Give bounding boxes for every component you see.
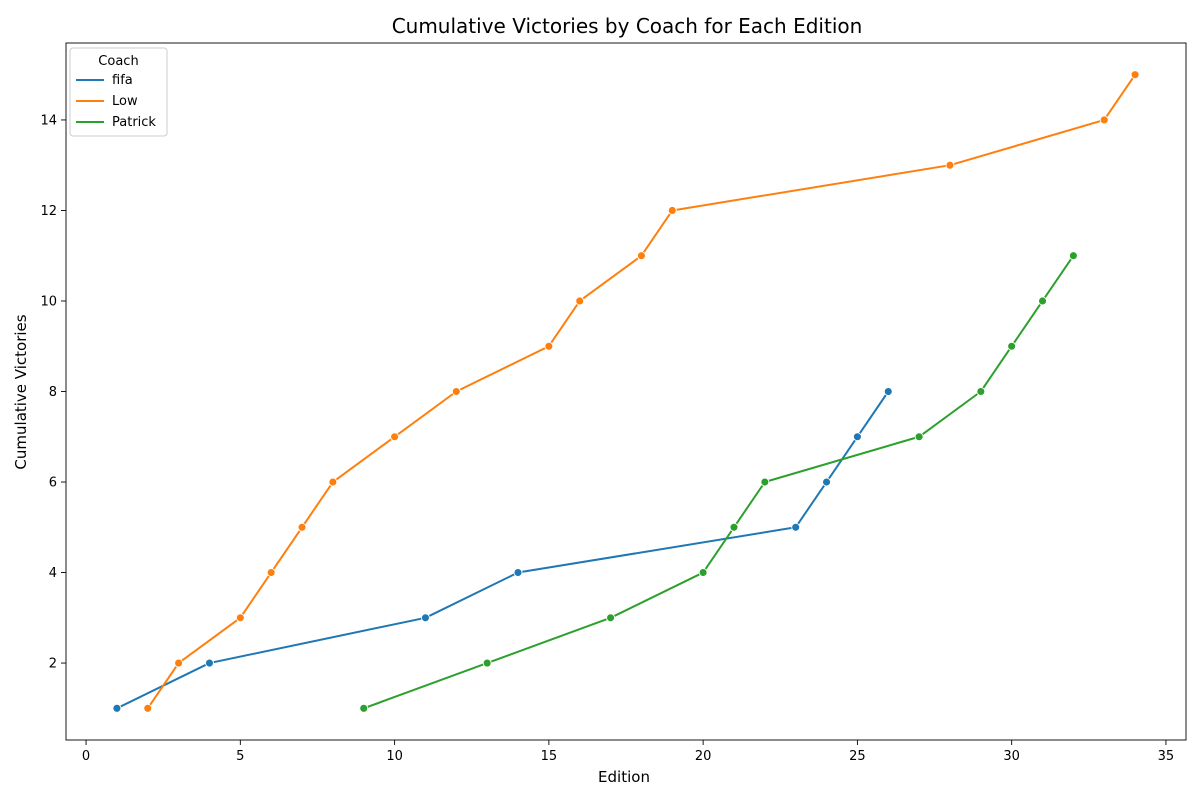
x-tick-label: 0 (82, 749, 90, 764)
data-point-Patrick (914, 432, 924, 442)
y-tick-label: 2 (49, 657, 57, 672)
legend-label-Patrick: Patrick (112, 115, 156, 130)
data-point-fifa (112, 703, 122, 713)
y-tick-label: 6 (49, 476, 57, 491)
data-point-Low (235, 613, 245, 623)
legend: Coach fifa Low Patrick (69, 47, 168, 137)
series-line-Low (146, 73, 1137, 710)
data-point-Low (945, 160, 955, 170)
data-point-Low (667, 206, 677, 215)
data-point-Low (297, 522, 307, 532)
data-point-Patrick (482, 658, 492, 668)
data-point-Patrick (698, 568, 708, 577)
series-fifa (112, 387, 893, 713)
legend-box (69, 47, 168, 137)
y-tick-label: 8 (49, 385, 57, 400)
series-line-fifa (115, 390, 890, 710)
data-point-Low (1130, 70, 1140, 80)
data-point-Patrick (1068, 251, 1078, 261)
data-point-Low (1099, 115, 1109, 125)
x-tick-label: 20 (695, 749, 712, 764)
data-point-fifa (791, 522, 801, 532)
y-axis-title: Cumulative Victories (12, 314, 30, 469)
data-point-fifa (883, 387, 893, 396)
x-axis-title: Edition (598, 768, 650, 786)
chart-title: Cumulative Victories by Coach for Each E… (392, 14, 863, 38)
x-tick-label: 10 (386, 749, 403, 764)
series-line-Patrick (362, 254, 1075, 710)
series-Low (143, 70, 1140, 713)
plot-area (112, 70, 1140, 713)
legend-title: Coach (98, 54, 138, 69)
x-tick-label: 5 (236, 749, 244, 764)
data-point-fifa (421, 613, 430, 623)
axes-frame (65, 42, 1187, 741)
data-point-fifa (822, 477, 831, 487)
legend-label-Low: Low (112, 94, 138, 109)
data-point-Patrick (729, 522, 739, 532)
data-point-Patrick (976, 387, 986, 396)
data-point-Low (451, 387, 461, 396)
y-tick-label: 12 (40, 204, 57, 219)
x-tick-label: 25 (849, 749, 866, 764)
data-point-fifa (852, 432, 862, 442)
y-tick-label: 14 (40, 113, 57, 128)
data-point-Low (266, 568, 276, 577)
legend-label-fifa: fifa (112, 73, 133, 88)
data-point-Low (544, 341, 554, 351)
x-tick-label: 15 (541, 749, 558, 764)
y-tick-label: 10 (40, 294, 57, 309)
data-point-Low (143, 703, 153, 713)
data-point-Patrick (1038, 296, 1047, 306)
data-point-Low (174, 658, 184, 668)
x-tick-label: 30 (1003, 749, 1020, 764)
data-point-Patrick (1007, 341, 1017, 351)
data-point-Patrick (359, 703, 369, 713)
data-point-Low (390, 432, 400, 442)
y-tick-label: 4 (49, 566, 57, 581)
data-point-fifa (513, 568, 523, 577)
x-tick-label: 35 (1158, 749, 1175, 764)
data-point-Low (636, 251, 646, 261)
series-Patrick (359, 251, 1078, 713)
data-point-Patrick (606, 613, 616, 623)
data-point-fifa (205, 658, 214, 668)
data-point-Low (575, 296, 585, 306)
data-point-Patrick (760, 477, 770, 487)
axes: 0 5 10 15 20 25 30 35 2 4 6 8 10 12 14 (40, 42, 1187, 764)
data-point-Low (328, 477, 338, 487)
